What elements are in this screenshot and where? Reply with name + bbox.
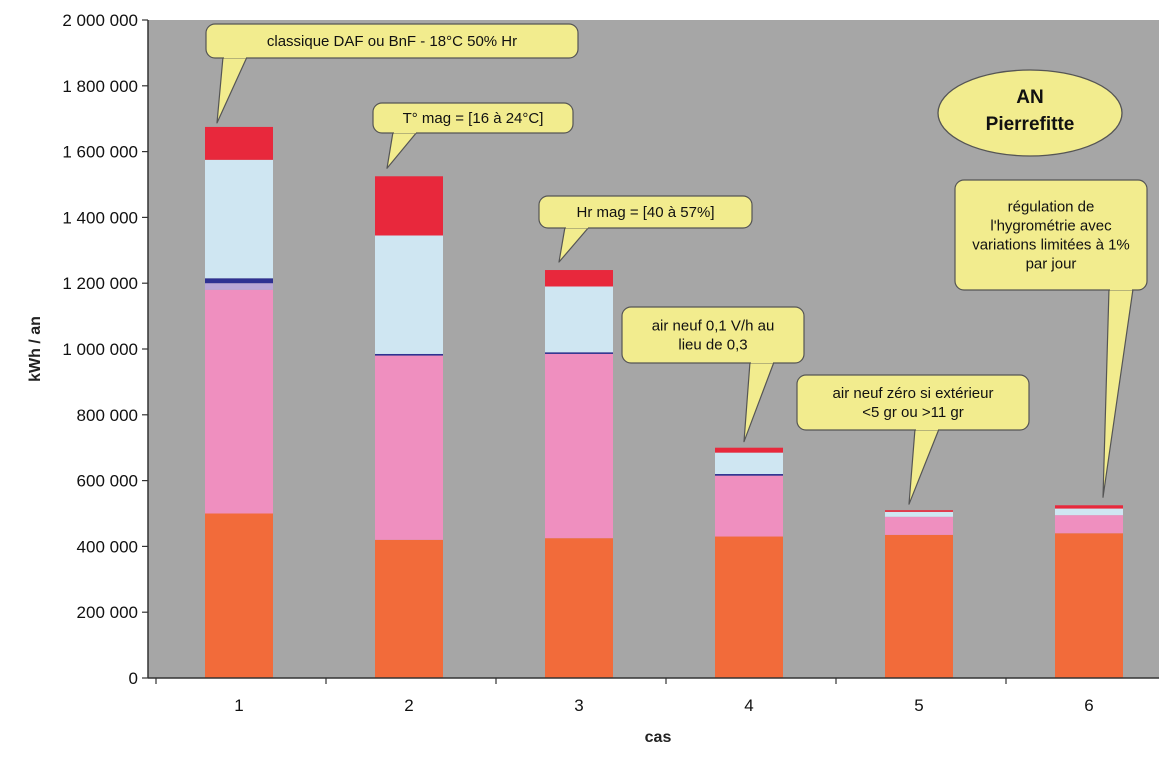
x-tick-label: 2 [404, 696, 413, 715]
bar-segment-5-cas-3 [545, 286, 613, 353]
callout-cas-1: classique DAF ou BnF - 18°C 50% Hr [205, 23, 579, 124]
site-label-ellipse [937, 69, 1123, 157]
y-tick-label: 200 000 [77, 603, 138, 622]
y-tick-label: 1 000 000 [62, 340, 138, 359]
site-label-line-2: Pierrefitte [986, 114, 1075, 135]
y-tick-label: 1 400 000 [62, 208, 138, 227]
bar-segment-1-cas-6 [1055, 533, 1123, 678]
callout-box [538, 195, 753, 229]
y-tick-label: 1 200 000 [62, 274, 138, 293]
bar-segment-6-cas-4 [715, 447, 783, 453]
bar-segment-1-cas-1 [205, 513, 273, 678]
x-tick-label: 1 [234, 696, 243, 715]
x-tick-label: 6 [1084, 696, 1093, 715]
bar-segment-3-cas-1 [205, 283, 273, 290]
site-label-line-1: AN [1016, 87, 1043, 108]
site-label: AN Pierrefitte [937, 69, 1123, 157]
x-tick-label: 3 [574, 696, 583, 715]
callout-box [372, 102, 574, 134]
y-tick-label: 800 000 [77, 406, 138, 425]
bar-segment-5-cas-4 [715, 452, 783, 475]
callout-text: air neuf zéro si extérieur <5 gr ou >11 g… [833, 385, 994, 421]
callout-text: air neuf 0,1 V/h au lieu de 0,3 [652, 318, 775, 354]
bar-segment-5-cas-2 [375, 235, 443, 354]
bar-segment-2-cas-2 [375, 355, 443, 540]
y-tick-label: 600 000 [77, 472, 138, 491]
bar-segment-2-cas-3 [545, 353, 613, 539]
bar-segment-1-cas-3 [545, 538, 613, 678]
bar-segment-6-cas-3 [545, 270, 613, 287]
callout-text: Hr mag = [40 à 57%] [577, 204, 715, 221]
callout-box [954, 179, 1148, 291]
bar-segment-2-cas-1 [205, 289, 273, 514]
callout-text: T° mag = [16 à 24°C] [403, 110, 544, 127]
callout-box [621, 306, 805, 364]
bar-segment-5-cas-5 [885, 511, 953, 517]
bar-segment-1-cas-4 [715, 536, 783, 678]
callout-box [796, 374, 1030, 431]
bar-segment-4-cas-4 [715, 474, 783, 476]
bar-segment-4-cas-1 [205, 278, 273, 284]
x-axis-label: cas [645, 729, 672, 746]
y-tick-label: 0 [129, 669, 138, 688]
callout-cas-3: Hr mag = [40 à 57%] [538, 195, 753, 263]
bar-segment-2-cas-4 [715, 475, 783, 537]
y-tick-label: 2 000 000 [62, 11, 138, 30]
bar-segment-1-cas-5 [885, 534, 953, 678]
callout-text: régulation de l'hygrométrie avec variation… [972, 199, 1130, 273]
x-tick-label: 4 [744, 696, 753, 715]
y-tick-label: 400 000 [77, 537, 138, 556]
callout-cas-4: air neuf 0,1 V/h au lieu de 0,3 [621, 306, 805, 443]
y-tick-label: 1 600 000 [62, 143, 138, 162]
callout-cas-6: régulation de l'hygrométrie avec variation… [954, 179, 1148, 498]
bar-segment-5-cas-6 [1055, 508, 1123, 516]
bar-segment-4-cas-2 [375, 353, 443, 356]
bar-segment-6-cas-6 [1055, 505, 1123, 509]
bar-segment-6-cas-5 [885, 510, 953, 512]
bar-segment-2-cas-5 [885, 516, 953, 535]
bar-segment-2-cas-6 [1055, 515, 1123, 534]
bar-segment-1-cas-2 [375, 539, 443, 678]
y-tick-label: 1 800 000 [62, 77, 138, 96]
bar-segment-4-cas-3 [545, 352, 613, 354]
callout-cas-2: T° mag = [16 à 24°C] [372, 102, 574, 169]
bar-segment-5-cas-1 [205, 159, 273, 279]
callout-cas-5: air neuf zéro si extérieur <5 gr ou >11 g… [796, 374, 1030, 505]
callout-text: classique DAF ou BnF - 18°C 50% Hr [267, 33, 517, 50]
x-tick-label: 5 [914, 696, 923, 715]
y-axis-label: kWh / an [27, 316, 44, 382]
bar-segment-6-cas-1 [205, 126, 273, 160]
callout-box [205, 23, 579, 59]
bar-segment-6-cas-2 [375, 176, 443, 236]
